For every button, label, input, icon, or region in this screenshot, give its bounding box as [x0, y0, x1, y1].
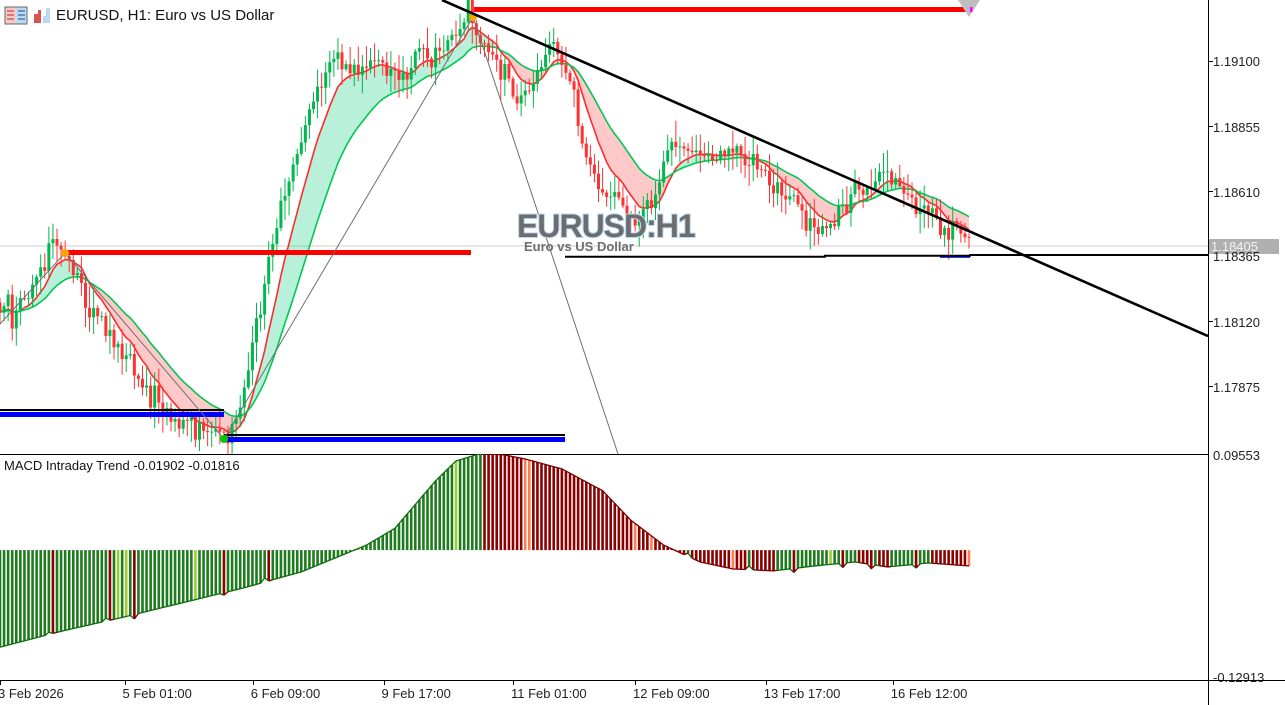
svg-text:Euro vs US Dollar: Euro vs US Dollar — [524, 239, 634, 254]
